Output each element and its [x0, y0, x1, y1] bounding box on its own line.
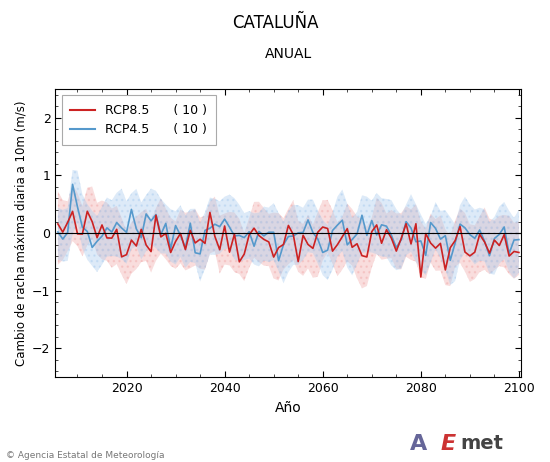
Text: A: A [410, 433, 427, 454]
Text: met: met [461, 434, 504, 453]
Text: © Agencia Estatal de Meteorología: © Agencia Estatal de Meteorología [6, 451, 164, 460]
Title: ANUAL: ANUAL [265, 47, 312, 61]
Text: CATALUÑA: CATALUÑA [232, 14, 318, 32]
Text: E: E [441, 433, 455, 454]
X-axis label: Año: Año [275, 401, 302, 415]
Legend: RCP8.5      ( 10 ), RCP4.5      ( 10 ): RCP8.5 ( 10 ), RCP4.5 ( 10 ) [62, 95, 216, 145]
Y-axis label: Cambio de racha máxima diaria a 10m (m/s): Cambio de racha máxima diaria a 10m (m/s… [15, 100, 28, 366]
